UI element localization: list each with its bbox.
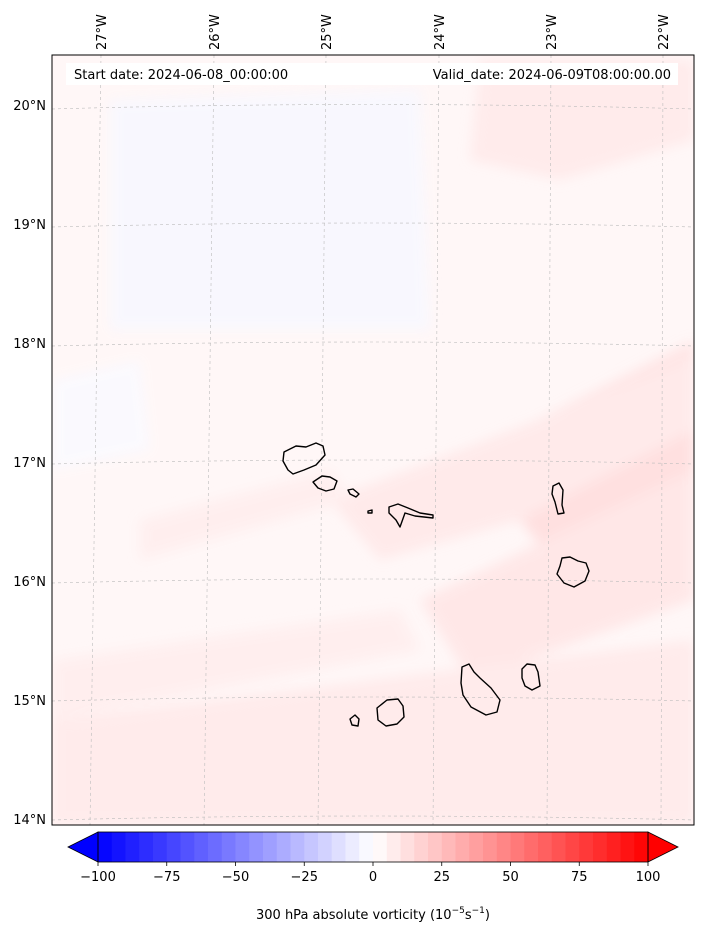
island-branco bbox=[367, 509, 373, 514]
colorbar-cell bbox=[249, 832, 264, 862]
colorbar: −100 −75 −50 −25 0 25 50 75 100 300 hPa absolute… bbox=[67, 831, 679, 923]
colorbar-cell bbox=[483, 832, 498, 862]
colorbar-cell bbox=[524, 832, 539, 862]
gridlines bbox=[52, 55, 694, 825]
colorbar-cell bbox=[441, 832, 457, 862]
vorticity-contours bbox=[52, 60, 694, 825]
colorbar-cell bbox=[111, 832, 127, 862]
colorbar-tick-label: 50 bbox=[502, 870, 519, 885]
colorbar-tick-label: −75 bbox=[153, 870, 180, 885]
colorbar-tick-label: −50 bbox=[222, 870, 249, 885]
lon-label: 27°W bbox=[95, 14, 110, 50]
colorbar-cell bbox=[386, 832, 402, 862]
lat-label: 16°N bbox=[13, 575, 46, 590]
map-area: Start date: 2024-06-08_00:00:00 Valid_da… bbox=[52, 55, 694, 825]
valid-date-label: Valid_date: 2024-06-09T08:00:00.00 bbox=[433, 68, 671, 83]
island-sao-vicente bbox=[312, 475, 338, 492]
colorbar-cell bbox=[290, 832, 305, 862]
colorbar-cell bbox=[98, 832, 113, 862]
colorbar-tick-label: −25 bbox=[291, 870, 318, 885]
colorbar-tick-label: 25 bbox=[433, 870, 450, 885]
colorbar-cell bbox=[276, 832, 292, 862]
lat-label: 18°N bbox=[13, 337, 46, 352]
latitude-labels: 20°N 19°N 18°N 17°N 16°N 15°N 14°N bbox=[13, 99, 46, 828]
lat-label: 17°N bbox=[13, 456, 46, 471]
lon-label: 25°W bbox=[320, 14, 335, 50]
colorbar-cell bbox=[180, 832, 195, 862]
map-frame bbox=[51, 54, 695, 826]
island-fogo bbox=[376, 698, 405, 727]
island-boa-vista bbox=[556, 556, 590, 588]
colorbar-cell bbox=[414, 832, 429, 862]
island-sal bbox=[551, 482, 565, 515]
colorbar-ticks: −100 −75 −50 −25 0 25 50 75 100 bbox=[80, 862, 660, 885]
colorbar-cell bbox=[194, 832, 209, 862]
colorbar-cell bbox=[373, 832, 388, 862]
colorbar-cell bbox=[304, 832, 319, 862]
lon-label: 23°W bbox=[545, 14, 560, 50]
colorbar-cell bbox=[496, 832, 512, 862]
colorbar-cell bbox=[235, 832, 250, 862]
colorbar-cell bbox=[153, 832, 168, 862]
colorbar-cell bbox=[620, 832, 635, 862]
colorbar-cell bbox=[593, 832, 608, 862]
colorbar-label: 300 hPa absolute vorticity (10−5s−1) bbox=[256, 906, 490, 923]
lon-label: 26°W bbox=[208, 14, 223, 50]
longitude-labels: 27°W 26°W 25°W 24°W 23°W 22°W bbox=[95, 14, 672, 50]
start-date-label: Start date: 2024-06-08_00:00:00 bbox=[74, 68, 288, 83]
island-sao-nicolau bbox=[388, 503, 434, 528]
colorbar-cell bbox=[606, 832, 622, 862]
colorbar-cell bbox=[166, 832, 182, 862]
lat-label: 20°N bbox=[13, 99, 46, 114]
island-santiago bbox=[460, 663, 501, 716]
colorbar-cell bbox=[221, 832, 237, 862]
coastlines bbox=[282, 442, 590, 727]
lat-label: 15°N bbox=[13, 694, 46, 709]
colorbar-cell bbox=[331, 832, 347, 862]
header-box bbox=[66, 63, 678, 85]
colorbar-cell bbox=[551, 832, 567, 862]
colorbar-cell bbox=[455, 832, 470, 862]
colorbar-cell bbox=[428, 832, 443, 862]
colorbar-cells bbox=[98, 832, 649, 862]
colorbar-tick-label: −100 bbox=[80, 870, 116, 885]
colorbar-tick-label: 75 bbox=[571, 870, 588, 885]
colorbar-cell bbox=[538, 832, 553, 862]
island-santo-antao bbox=[282, 442, 326, 475]
island-maio bbox=[521, 663, 541, 691]
colorbar-cell bbox=[359, 832, 374, 862]
colorbar-cell bbox=[139, 832, 154, 862]
colorbar-cell bbox=[565, 832, 580, 862]
island-santa-luzia bbox=[347, 488, 360, 498]
lat-label: 19°N bbox=[13, 218, 46, 233]
colorbar-cell bbox=[579, 832, 594, 862]
colorbar-cell bbox=[510, 832, 525, 862]
colorbar-cell bbox=[318, 832, 333, 862]
lat-label: 14°N bbox=[13, 813, 46, 828]
lon-label: 24°W bbox=[433, 14, 448, 50]
colorbar-max-extend bbox=[647, 831, 679, 863]
colorbar-cell bbox=[208, 832, 223, 862]
colorbar-min-extend bbox=[67, 831, 99, 863]
colorbar-cell bbox=[469, 832, 484, 862]
lon-label: 22°W bbox=[657, 14, 672, 50]
colorbar-cell bbox=[345, 832, 360, 862]
island-brava bbox=[349, 714, 360, 727]
colorbar-cell bbox=[263, 832, 278, 862]
colorbar-cell bbox=[125, 832, 140, 862]
colorbar-cell bbox=[400, 832, 415, 862]
colorbar-tick-label: 0 bbox=[369, 870, 377, 885]
colorbar-cell bbox=[634, 832, 649, 862]
colorbar-tick-label: 100 bbox=[636, 870, 661, 885]
